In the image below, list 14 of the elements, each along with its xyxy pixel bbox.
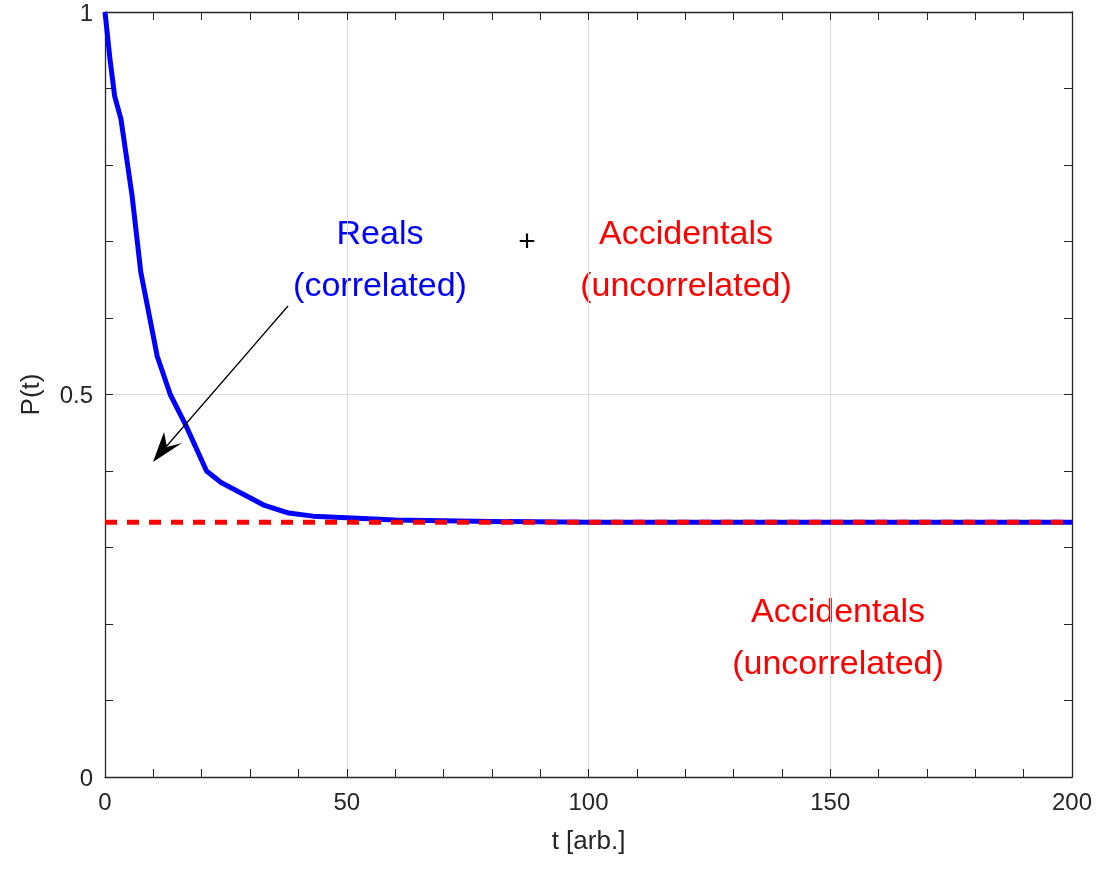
annotation: Accidentals (uncorrelated) [580,213,792,303]
x-tick-label: 50 [333,787,361,815]
x-tick-label: 200 [1051,787,1093,815]
x-tick-label: 0 [98,787,112,815]
x-tick-label: 100 [568,787,609,815]
x-tick-label: 150 [810,787,851,815]
y-axis-title: P(t) [15,373,45,416]
y-tick-label: 0 [79,763,93,791]
annotation: Accidentals (uncorrelated) [732,591,944,681]
x-axis-title: t [arb.] [551,825,626,855]
annotation: Reals (correlated) [293,213,467,303]
y-tick-label: 0.5 [59,381,93,408]
y-tick-label: 1 [79,0,93,26]
annotation: + [518,223,536,257]
